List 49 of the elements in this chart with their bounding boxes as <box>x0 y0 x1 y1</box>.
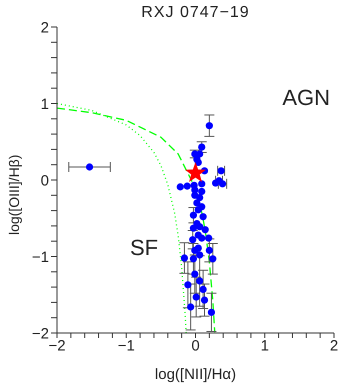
y-tick-label: 2 <box>40 19 49 36</box>
point <box>200 296 208 304</box>
y-tick-label: −1 <box>32 248 49 266</box>
y-tick-label: 0 <box>40 172 49 190</box>
point <box>196 277 204 285</box>
y-tick-label: −2 <box>32 325 49 342</box>
point <box>206 122 213 130</box>
x-tick-label: −1 <box>118 338 135 355</box>
point <box>196 150 204 158</box>
chart-title: RXJ 0747−19 <box>141 4 250 21</box>
point <box>184 182 191 190</box>
x-tick-label: 2 <box>330 338 338 355</box>
point <box>194 206 202 214</box>
y-axis-title: log([OIII]/Hβ) <box>6 154 22 235</box>
x-axis-title: log([NII]/Hα) <box>154 366 236 383</box>
point <box>208 308 216 316</box>
annotation: AGN <box>282 85 330 110</box>
point <box>86 163 94 171</box>
point <box>176 183 184 190</box>
x-tick-label: 1 <box>260 338 269 355</box>
point <box>191 270 198 278</box>
point <box>212 179 220 187</box>
point <box>193 199 200 207</box>
annotation: SF <box>130 235 158 260</box>
point <box>194 158 202 166</box>
point <box>202 226 209 234</box>
point <box>192 293 200 301</box>
line-series <box>57 107 216 333</box>
point <box>189 236 196 244</box>
y-tick-label: 1 <box>40 96 49 113</box>
point <box>190 224 198 232</box>
point <box>198 144 206 151</box>
point <box>205 234 212 242</box>
point <box>180 254 188 262</box>
point <box>200 286 207 293</box>
point <box>198 188 206 196</box>
point <box>187 303 194 311</box>
point <box>185 162 206 182</box>
point <box>200 213 207 220</box>
point <box>198 180 206 188</box>
point <box>194 244 202 252</box>
x-tick-label: 0 <box>191 338 200 355</box>
point <box>198 234 206 242</box>
point <box>206 246 213 254</box>
point <box>190 212 198 219</box>
point <box>184 281 192 288</box>
point <box>196 194 204 202</box>
point <box>209 255 216 262</box>
point <box>190 255 198 262</box>
